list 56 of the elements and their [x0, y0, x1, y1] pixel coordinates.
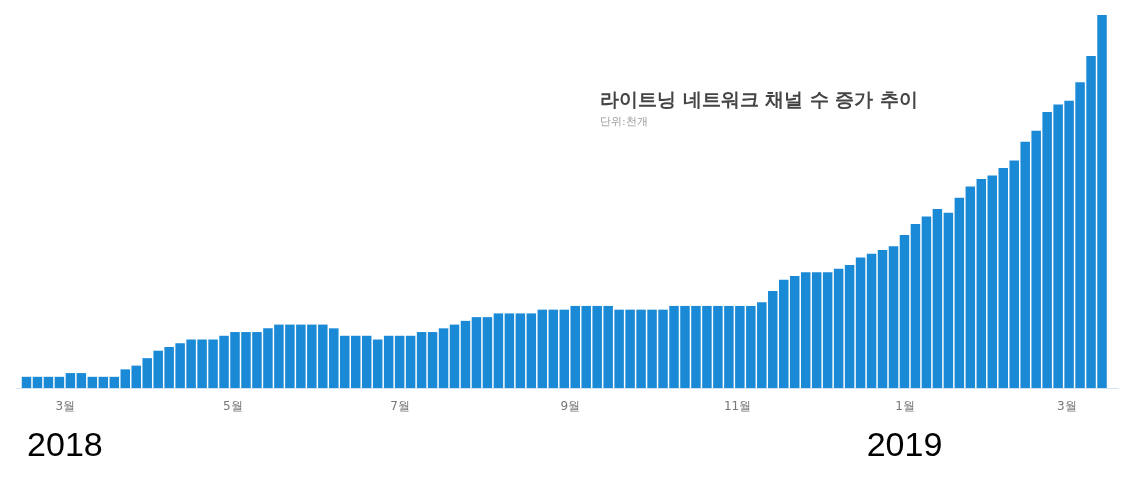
bar: [943, 212, 954, 388]
bar: [833, 268, 844, 388]
bar: [899, 235, 910, 388]
bar: [438, 328, 449, 388]
bar: [822, 272, 833, 388]
bar: [800, 272, 811, 388]
bar: [383, 335, 394, 388]
x-tick-label: 3월: [1057, 398, 1077, 413]
bar: [482, 317, 493, 388]
bar: [76, 373, 87, 388]
bar: [987, 175, 998, 388]
x-tick-label: 1월: [895, 398, 915, 413]
bar: [98, 376, 109, 388]
bar: [32, 376, 43, 388]
bar: [109, 376, 120, 388]
bar: [537, 309, 548, 388]
bar: [877, 249, 888, 388]
bar: [87, 376, 98, 388]
bar: [921, 216, 932, 388]
text: 2018: [27, 425, 103, 463]
bar: [372, 339, 383, 388]
bar: [449, 324, 460, 388]
bar: [416, 332, 427, 388]
bar: [976, 179, 987, 388]
text: 2019: [866, 425, 943, 463]
x-tick-label: 5월: [222, 398, 243, 413]
x-tick-label: 3월: [55, 398, 76, 413]
bar: [855, 257, 866, 388]
text: 라이트닝 네트워크 채널 수 증가 추이: [600, 88, 919, 110]
bar: [405, 335, 416, 388]
text: 단위:천개: [600, 115, 648, 128]
x-tick-label: 9월: [560, 398, 581, 413]
bar: [844, 264, 855, 388]
bar: [888, 246, 899, 388]
x-tick-label: 11월: [723, 398, 752, 413]
bar: [515, 313, 526, 388]
bar: [65, 373, 76, 388]
bar: [526, 313, 537, 388]
bar: [910, 223, 921, 388]
bar: [394, 335, 405, 388]
bar: [965, 186, 976, 388]
bar: [471, 317, 482, 388]
bar: [954, 197, 965, 388]
bar: [548, 309, 559, 388]
bar: [361, 335, 372, 388]
x-tick-label: 7월: [390, 398, 410, 413]
bar: [460, 320, 471, 388]
bar: [43, 376, 54, 388]
bar: [21, 376, 32, 388]
bar: [54, 376, 65, 388]
bar: [932, 208, 943, 388]
bar: [427, 332, 438, 388]
bar: [493, 313, 504, 388]
bar: [811, 272, 822, 388]
bar: [504, 313, 515, 388]
bar: [866, 253, 877, 388]
